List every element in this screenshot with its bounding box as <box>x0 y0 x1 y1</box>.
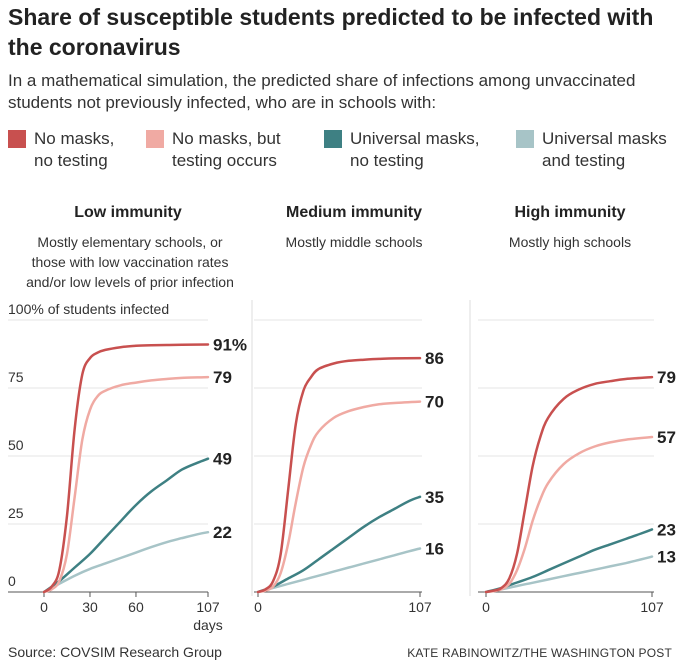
y-tick-label: 50 <box>8 437 24 453</box>
legend-swatch <box>146 130 164 148</box>
y-tick-label: 25 <box>8 505 24 521</box>
series-line-universal-masks-no-testing <box>256 495 422 594</box>
series-line-no-masks-testing <box>42 375 210 594</box>
x-tick-label: 107 <box>196 599 220 615</box>
series-line-universal-masks-testing <box>484 555 654 594</box>
x-tick-label: 60 <box>128 599 144 615</box>
series-line-no-masks-no-testing <box>256 356 422 594</box>
series-line-universal-masks-no-testing <box>42 457 210 594</box>
y-tick-label: 75 <box>8 369 24 385</box>
chart-title: Share of susceptible students predicted … <box>8 4 654 60</box>
series-line-no-masks-no-testing <box>42 343 210 594</box>
series-line-universal-masks-no-testing <box>484 528 654 594</box>
panel-title-high-immunity: High immunity <box>514 204 626 221</box>
end-value-label-universal-masks-no-testing: 49 <box>213 450 232 469</box>
y-tick-label: 100% of students infected <box>8 301 169 317</box>
legend-swatch <box>516 130 534 148</box>
legend-label: Universal masks, no testing <box>350 129 480 170</box>
chart-area: 0 25 50 75 100% of students infected 0 30 60 107… <box>8 300 676 633</box>
end-value-label-no-masks-testing: 79 <box>213 368 232 387</box>
series-line-universal-masks-testing <box>256 547 422 594</box>
series-line-universal-masks-testing <box>42 530 210 594</box>
legend-item-universal-masks-no-testing: Universal masks, no testing <box>324 128 479 172</box>
end-value-label-no-masks-testing: 57 <box>657 428 676 447</box>
y-tick-label: 0 <box>8 573 16 589</box>
legend-item-no-masks-no-testing: No masks, no testing <box>8 128 114 172</box>
end-value-label-universal-masks-no-testing: 23 <box>657 520 676 539</box>
series-line-no-masks-testing <box>484 435 654 594</box>
series-line-no-masks-testing <box>256 400 422 594</box>
x-tick-label: 107 <box>640 599 664 615</box>
panel-description-high-immunity: Mostly high schools <box>508 234 632 250</box>
chart-subtitle: In a mathematical simulation, the predic… <box>8 71 636 112</box>
x-tick-label: 30 <box>82 599 98 615</box>
end-value-label-universal-masks-testing: 22 <box>213 523 232 542</box>
legend-item-no-masks-testing: No masks, but testing occurs <box>146 128 281 172</box>
panel-title-medium-immunity: Medium immunity <box>285 204 422 221</box>
x-tick-label: 0 <box>254 599 262 615</box>
x-tick-label: 0 <box>482 599 490 615</box>
x-tick-label: 107 <box>408 599 432 615</box>
legend-label: No masks, no testing <box>34 129 115 170</box>
panel-description-low-immunity: Mostly elementary schools, or those with… <box>26 234 234 290</box>
panel-title-low-immunity: Low immunity <box>74 204 182 221</box>
x-axis-label: days <box>193 617 223 633</box>
end-value-label-no-masks-no-testing: 91% <box>213 335 247 354</box>
credit-line: KATE RABINOWITZ/THE WASHINGTON POST <box>407 646 672 660</box>
x-tick-label: 0 <box>40 599 48 615</box>
end-value-label-no-masks-testing: 70 <box>425 393 444 412</box>
source-note: Source: COVSIM Research Group <box>8 644 222 660</box>
legend-label: Universal masks and testing <box>542 129 667 170</box>
end-value-label-no-masks-no-testing: 79 <box>657 368 676 387</box>
legend: No masks, no testing No masks, but testi… <box>8 128 680 178</box>
legend-item-universal-masks-testing: Universal masks and testing <box>516 128 667 172</box>
legend-label: No masks, but testing occurs <box>172 129 281 170</box>
end-value-label-universal-masks-testing: 16 <box>425 539 444 558</box>
series-line-no-masks-no-testing <box>484 375 654 594</box>
legend-swatch <box>8 130 26 148</box>
panel-description-medium-immunity: Mostly middle schools <box>285 234 423 250</box>
end-value-label-no-masks-no-testing: 86 <box>425 349 444 368</box>
end-value-label-universal-masks-testing: 13 <box>657 548 676 567</box>
legend-swatch <box>324 130 342 148</box>
end-value-label-universal-masks-no-testing: 35 <box>425 488 444 507</box>
